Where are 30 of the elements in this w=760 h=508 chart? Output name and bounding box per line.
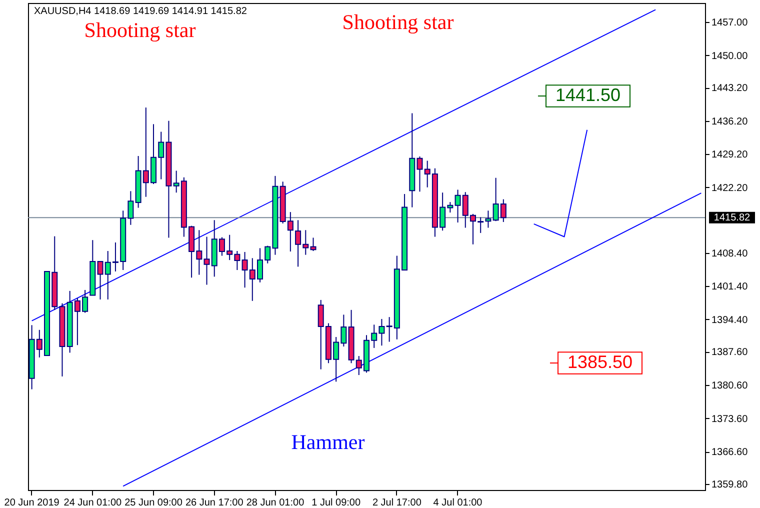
y-tick-label: 1366.60 (712, 447, 748, 458)
y-tick-label: 1429.20 (712, 150, 748, 161)
annotation: 1385.50 (567, 352, 633, 372)
annotation: Shooting star (84, 18, 196, 42)
y-tick-label: 1436.20 (712, 116, 748, 128)
chart-title: XAUUSD,H4 1418.69 1419.69 1414.91 1415.82 (34, 6, 248, 17)
x-tick-label: 2 Jul 17:00 (372, 498, 422, 508)
y-tick-label: 1450.00 (712, 50, 748, 62)
y-tick-label: 1359.80 (712, 479, 748, 490)
y-tick-label: 1443.20 (712, 83, 748, 94)
y-tick-label: 1380.60 (712, 380, 748, 392)
x-tick-label: 20 Jun 2019 (4, 498, 60, 508)
y-tick-label: 1457.00 (712, 18, 748, 29)
y-tick-label: 1387.60 (712, 347, 748, 358)
y-tick-label: 1401.40 (712, 282, 748, 293)
ref-line-label: 1415.82 (714, 212, 751, 224)
y-tick-label: 1422.20 (712, 182, 748, 194)
y-tick-label: 1394.40 (712, 314, 748, 326)
candlestick (310, 237, 316, 252)
annotation: Shooting star (342, 10, 454, 34)
y-tick-label: 1373.60 (712, 414, 748, 425)
x-tick-label: 25 Jun 09:00 (124, 498, 183, 508)
x-tick-label: 28 Jun 01:00 (246, 498, 305, 508)
x-tick-label: 26 Jun 17:00 (185, 498, 244, 508)
x-tick-label: 4 Jul 01:00 (433, 498, 483, 508)
x-tick-label: 24 Jun 01:00 (64, 498, 122, 508)
annotation: 1441.50 (555, 85, 621, 105)
x-tick-label: 1 Jul 09:00 (312, 498, 361, 508)
annotation: Hammer (291, 430, 365, 454)
y-tick-label: 1408.40 (712, 248, 748, 260)
